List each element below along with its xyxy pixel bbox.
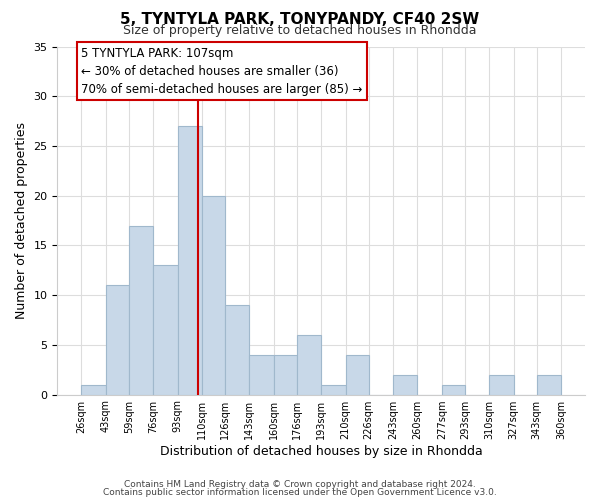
Bar [225, 305, 250, 394]
Bar [489, 374, 514, 394]
Y-axis label: Number of detached properties: Number of detached properties [15, 122, 28, 319]
Bar [321, 384, 346, 394]
Text: Contains public sector information licensed under the Open Government Licence v3: Contains public sector information licen… [103, 488, 497, 497]
Bar [393, 374, 418, 394]
Bar [82, 384, 106, 394]
Bar [274, 355, 297, 395]
Text: 5 TYNTYLA PARK: 107sqm
← 30% of detached houses are smaller (36)
70% of semi-det: 5 TYNTYLA PARK: 107sqm ← 30% of detached… [82, 46, 363, 96]
Bar [153, 266, 178, 394]
X-axis label: Distribution of detached houses by size in Rhondda: Distribution of detached houses by size … [160, 444, 482, 458]
Bar [202, 196, 225, 394]
Bar [129, 226, 153, 394]
Text: Contains HM Land Registry data © Crown copyright and database right 2024.: Contains HM Land Registry data © Crown c… [124, 480, 476, 489]
Bar [536, 374, 561, 394]
Bar [178, 126, 202, 394]
Bar [442, 384, 465, 394]
Bar [346, 355, 368, 395]
Bar [297, 335, 321, 394]
Bar [250, 355, 274, 395]
Text: 5, TYNTYLA PARK, TONYPANDY, CF40 2SW: 5, TYNTYLA PARK, TONYPANDY, CF40 2SW [121, 12, 479, 28]
Bar [106, 285, 129, 395]
Text: Size of property relative to detached houses in Rhondda: Size of property relative to detached ho… [123, 24, 477, 37]
